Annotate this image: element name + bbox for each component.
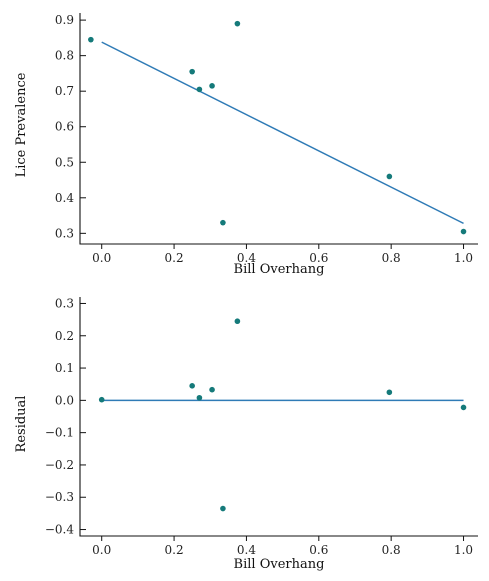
y-tick-label: 0.3 <box>55 296 74 310</box>
data-point <box>196 394 203 401</box>
data-point <box>234 20 241 27</box>
panel1-points <box>88 20 467 235</box>
data-point <box>386 389 393 396</box>
x-tick-label: 1.0 <box>454 543 473 557</box>
data-point <box>88 36 94 43</box>
data-point <box>189 383 195 389</box>
x-tick-label: 0.6 <box>309 251 328 265</box>
x-tick-label: 0.0 <box>92 543 111 557</box>
panel2-axes-frame <box>79 297 478 537</box>
y-tick-label: 0.3 <box>55 226 74 240</box>
y-tick-label: 0.6 <box>55 120 74 134</box>
data-point <box>386 173 393 180</box>
y-tick-label: −0.3 <box>45 490 74 504</box>
data-point <box>209 83 215 89</box>
x-tick-label: 0.4 <box>237 251 256 265</box>
data-point <box>460 404 467 411</box>
panel2-y-ticks: −0.4 −0.3 −0.2 −0.1 0.0 0.1 0.2 0.3 <box>45 296 86 537</box>
panel2-points <box>98 318 467 512</box>
x-tick-label: 0.2 <box>165 251 184 265</box>
y-tick-label: −0.2 <box>45 458 74 472</box>
y-tick-label: 0.4 <box>55 191 74 205</box>
data-point <box>98 396 105 403</box>
data-point <box>220 219 226 226</box>
data-point <box>234 318 241 325</box>
x-tick-label: 0.8 <box>382 251 401 265</box>
y-tick-label: 0.0 <box>55 393 74 407</box>
x-tick-label: 0.2 <box>165 543 184 557</box>
y-tick-label: 0.9 <box>55 13 74 27</box>
data-point <box>209 386 215 393</box>
panel2-y-axis-title: Residual <box>14 396 29 453</box>
panel1-x-axis-title: Bill Overhang <box>234 262 325 277</box>
residual-panel: 0.0 0.2 0.4 0.6 0.8 1.0 −0.4−0.3−0.2−0.10.00.… <box>14 296 478 572</box>
data-point <box>189 68 195 75</box>
panel1-y-axis-title: Lice Prevalence <box>14 72 29 177</box>
x-tick-label: 1.0 <box>454 251 473 265</box>
regression-line <box>101 41 464 225</box>
panel2-x-ticks: 0.0 0.2 0.4 0.6 0.8 1.0 <box>92 536 473 557</box>
y-tick-label: −0.4 <box>45 523 75 537</box>
panel2-x-axis-title: Bill Overhang <box>234 557 325 572</box>
y-tick-label: −0.1 <box>45 426 74 440</box>
y-tick-label: 0.8 <box>55 49 74 63</box>
x-tick-label: 0.4 <box>237 543 256 557</box>
x-tick-label: 0.6 <box>309 543 328 557</box>
scatter-fit-panel: 0.0 0.2 0.4 0.6 0.8 1.0 0.3 0.4 0.5 0.6 0.7 0.8 0.9… <box>14 13 478 277</box>
panel1-y-ticks: 0.3 0.4 0.5 0.6 0.7 0.8 0.9 <box>55 13 86 240</box>
x-tick-label: 0.8 <box>382 543 401 557</box>
data-point <box>460 228 467 235</box>
y-tick-label: 0.7 <box>55 84 74 98</box>
panel1-fit-line-group <box>101 41 464 225</box>
data-point <box>196 86 203 93</box>
panel1-axes-frame <box>79 13 478 245</box>
x-tick-label: 0.0 <box>92 251 111 265</box>
panel1-x-ticks: 0.0 0.2 0.4 0.6 0.8 1.0 <box>92 244 473 265</box>
y-tick-label: 0.2 <box>55 329 74 343</box>
y-tick-label: 0.5 <box>55 155 74 169</box>
y-tick-label: 0.1 <box>55 361 74 375</box>
data-point <box>220 505 226 512</box>
